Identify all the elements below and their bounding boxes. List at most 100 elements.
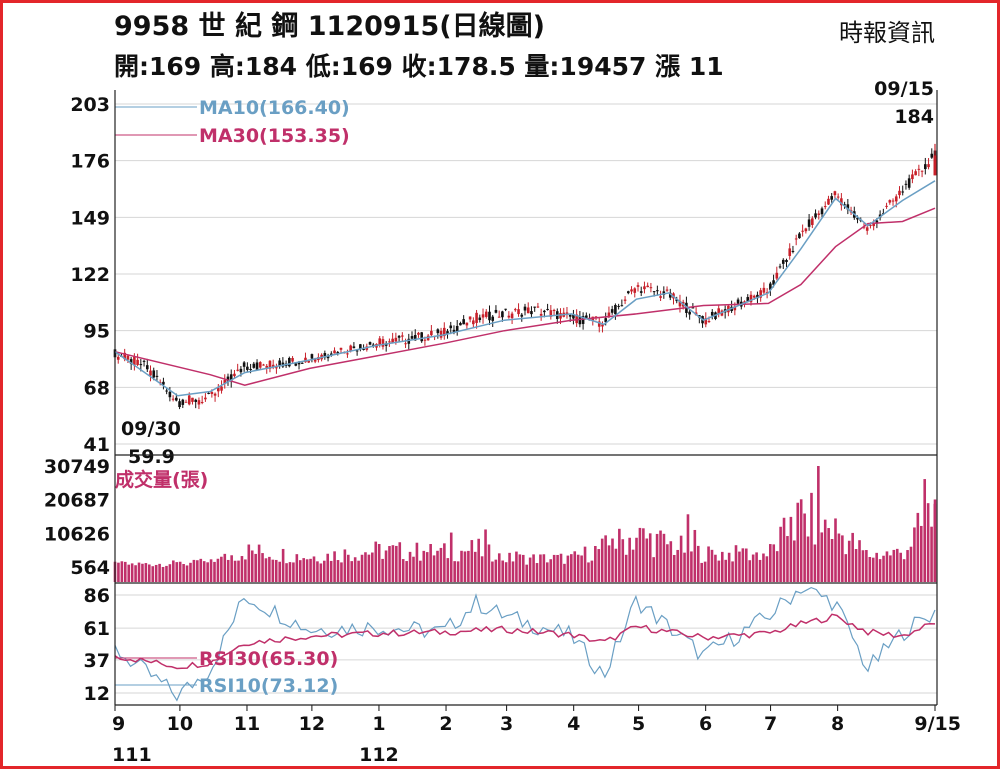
volume-bar: [755, 552, 758, 582]
candle-body: [891, 200, 895, 202]
volume-bar: [302, 558, 306, 582]
candle-body: [236, 369, 239, 371]
volume-bar: [587, 562, 590, 582]
volume-bar: [250, 550, 254, 582]
candle-body: [242, 362, 246, 367]
candle-body: [200, 402, 204, 404]
candle-body: [459, 322, 462, 326]
volume-bar: [621, 539, 625, 582]
volume-bar: [473, 551, 477, 582]
candle-body: [623, 299, 627, 301]
candle-body: [668, 292, 672, 298]
volume-bar: [882, 555, 885, 582]
volume-bar: [518, 554, 522, 582]
volume-bar: [391, 545, 395, 582]
volume-bar: [436, 550, 439, 582]
volume-bar: [700, 562, 703, 582]
x-month-label: 6: [699, 713, 712, 735]
volume-bar: [165, 565, 168, 582]
price-y-axis: 203 176 149 122 95 68 41: [70, 94, 110, 456]
price-y-tick: 203: [70, 94, 110, 116]
candle-body: [152, 370, 156, 378]
volume-bar: [233, 560, 237, 582]
candle-body: [381, 339, 385, 347]
candle-body: [749, 294, 753, 303]
candle-body: [656, 290, 659, 292]
candle-body: [546, 308, 549, 310]
volume-bar: [333, 551, 336, 582]
candle-body: [123, 352, 126, 360]
volume-bar: [659, 530, 662, 582]
volume-bar: [412, 556, 415, 582]
x-month-label: 5: [632, 713, 645, 735]
volume-bar: [837, 533, 841, 582]
candle-body: [333, 350, 336, 354]
volume-bar: [803, 513, 806, 582]
candle-body: [165, 390, 168, 392]
candle-body: [229, 374, 233, 382]
candle-body: [126, 355, 130, 360]
rsi30-line: [114, 613, 936, 670]
volume-bar: [199, 558, 203, 582]
price-y-tick: 95: [84, 321, 110, 343]
volume-bar: [638, 527, 642, 582]
candle-body: [220, 386, 223, 391]
volume-bar: [611, 538, 614, 582]
stock-chart: 9958 世 紀 鋼 1120915(日線圖) 時報資訊 開:169 高:184…: [44, 10, 961, 766]
volume-bar: [906, 550, 909, 582]
price-annotations: 09/30 59.9 09/15 184: [121, 78, 934, 468]
candle-body: [843, 204, 846, 206]
rsi-y-tick: 12: [84, 683, 110, 705]
volume-bar: [820, 532, 824, 582]
volume-bar: [793, 540, 796, 582]
candle-body: [462, 319, 465, 325]
x-month-label: 3: [500, 713, 513, 735]
volume-bar: [738, 551, 741, 582]
candle-body: [914, 171, 917, 176]
candle-body: [352, 346, 356, 349]
candle-body: [785, 259, 788, 263]
volume-bar: [672, 554, 676, 582]
volume-bar: [710, 549, 714, 582]
volume-bar: [614, 548, 618, 582]
volume-bar: [357, 560, 360, 582]
volume-bar: [415, 542, 419, 582]
volume-bar: [371, 552, 374, 582]
volume-bar: [744, 548, 748, 582]
candle-body: [920, 170, 924, 172]
volume-bar: [158, 563, 161, 582]
volume-bar: [563, 563, 566, 582]
volume-bar: [841, 535, 844, 582]
candle-body: [213, 393, 217, 396]
candle-body: [733, 306, 737, 311]
volume-bar: [696, 545, 700, 582]
candle-body: [436, 329, 440, 334]
candle-body: [636, 285, 640, 287]
volume-bar: [189, 562, 192, 582]
volume-bar: [120, 561, 124, 582]
candle-body: [197, 400, 201, 405]
candle-body: [559, 313, 562, 319]
candle-body: [484, 311, 488, 317]
high-date-label: 09/15: [874, 78, 934, 100]
volume-bar: [703, 561, 707, 582]
candle-body: [907, 178, 911, 188]
candle-body: [888, 200, 892, 203]
candle-body: [246, 366, 249, 370]
volume-bar: [580, 555, 583, 582]
candle-body: [523, 306, 527, 311]
volume-bar: [148, 564, 151, 582]
volume-bar: [127, 564, 131, 582]
volume-bar: [257, 544, 261, 582]
candle-body: [465, 322, 469, 326]
candle-body: [339, 347, 343, 350]
candle-body: [791, 250, 795, 252]
volume-bar: [175, 562, 179, 582]
candle-body: [846, 204, 850, 210]
candle-body: [359, 344, 362, 349]
price-y-tick: 176: [70, 151, 110, 173]
price-gridlines: [115, 103, 937, 445]
volume-bar: [388, 546, 391, 582]
candle-body: [578, 316, 582, 325]
x-year-label: 112: [359, 744, 399, 766]
